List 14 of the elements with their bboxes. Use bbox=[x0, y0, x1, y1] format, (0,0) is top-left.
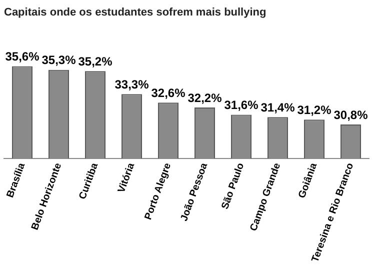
data-label: 30,8% bbox=[334, 108, 368, 122]
x-tick-label: São Paulo bbox=[220, 162, 247, 211]
data-label: 35,6% bbox=[5, 50, 40, 64]
x-tick-label: Porto Alegre bbox=[142, 161, 174, 222]
data-label: 33,3% bbox=[114, 77, 150, 92]
data-label: 32,6% bbox=[151, 86, 186, 100]
data-label: 31,6% bbox=[224, 98, 259, 112]
data-label: 35,3% bbox=[42, 53, 76, 68]
x-tick-label: Campo Grande bbox=[248, 161, 284, 233]
data-label: 31,4% bbox=[260, 100, 296, 114]
data-label: 31,2% bbox=[297, 102, 332, 117]
data-label: 32,2% bbox=[188, 90, 222, 105]
data-label: 35,2% bbox=[78, 54, 113, 68]
chart-title: Capitais onde os estudantes sofrem mais bullying bbox=[4, 6, 266, 19]
